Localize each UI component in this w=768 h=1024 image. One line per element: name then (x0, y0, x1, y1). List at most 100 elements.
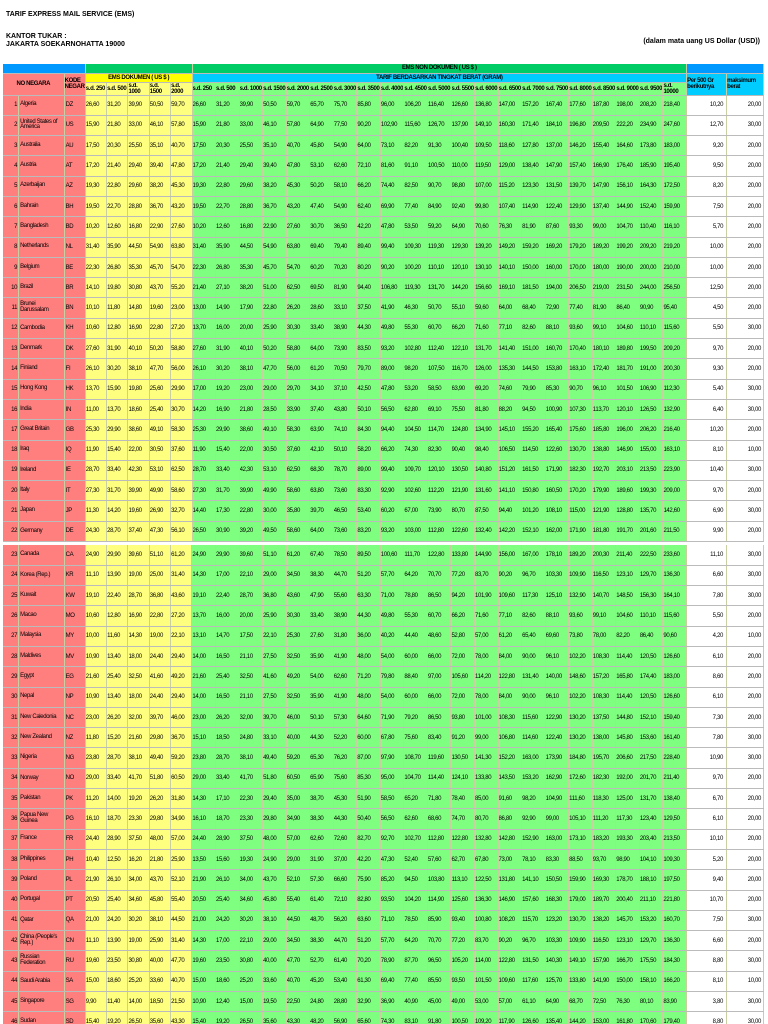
nondoc-rate-cell: 31,80 (333, 626, 358, 647)
nondoc-rate-cell: 65,40 (521, 626, 546, 647)
nondoc-rate-cell: 139,70 (568, 176, 593, 197)
nondoc-rate-cell: 60,70 (427, 605, 452, 627)
doc-rate-cell: 37,50 (127, 829, 150, 850)
nondoc-rate-cell: 82,70 (356, 829, 381, 850)
doc-rate-cell: 30,80 (127, 277, 150, 299)
doc-rate-cell: 37,40 (127, 521, 150, 543)
nondoc-rate-cell: 85,90 (427, 910, 452, 932)
nondoc-rate-cell: 102,20 (568, 646, 593, 668)
nondoc-rate-cell: 70,20 (333, 257, 358, 279)
nondoc-rate-cell: 60,00 (356, 727, 381, 749)
nondoc-rate-cell: 44,70 (333, 930, 358, 952)
doc-rate-cell: 26,90 (149, 500, 172, 522)
nondoc-rate-cell: 92,90 (380, 480, 405, 502)
nondoc-rate-cell: 94,40 (498, 500, 523, 522)
nondoc-rate-cell: 164,10 (662, 585, 687, 607)
doc-rate-cell: 29,90 (106, 545, 129, 566)
doc-rate-cell: 32,00 (127, 707, 150, 729)
nondoc-rate-cell: 158,10 (639, 971, 664, 993)
nondoc-rate-cell: 105,10 (568, 808, 593, 830)
doc-rate-cell: 35,10 (149, 135, 172, 157)
doc-rate-cell: 29,40 (170, 646, 193, 668)
nondoc-rate-cell: 34,10 (309, 379, 334, 400)
country-code: AU (64, 135, 86, 157)
table-row: 46 Sudan SD 15,40 19,20 26,50 35,60 43,30 15,40 1… (3, 1011, 765, 1024)
doc-rate-cell: 13,70 (85, 379, 108, 400)
nondoc-rate-cell: 116,70 (451, 358, 476, 380)
nondoc-rate-cell: 17,00 (192, 379, 217, 400)
nondoc-rate-cell: 27,50 (262, 687, 287, 708)
nondoc-rate-cell: 50,10 (309, 707, 334, 729)
nondoc-rate-cell: 31,90 (215, 338, 240, 360)
max-weight-cell: 30,00 (726, 399, 764, 421)
doc-rate-cell: 58,80 (170, 338, 193, 360)
nondoc-rate-cell: 50,70 (427, 297, 452, 319)
table-row: 43 Russian Federation RU 19,60 23,50 30,80 40,… (3, 950, 765, 972)
nondoc-rate-cell: 164,30 (639, 176, 664, 197)
nondoc-rate-cell: 42,50 (356, 379, 381, 400)
nondoc-rate-cell: 45,80 (309, 135, 334, 157)
nondoc-rate-cell: 222,50 (639, 545, 664, 566)
nondoc-rate-cell: 64,20 (403, 930, 428, 952)
nondoc-rate-cell: 131,60 (474, 480, 499, 502)
nondoc-rate-cell: 125,00 (615, 788, 640, 810)
nondoc-rate-cell: 174,40 (639, 666, 664, 688)
nondoc-rate-cell: 20,30 (215, 135, 240, 157)
nondoc-rate-cell: 209,20 (662, 338, 688, 360)
doc-rate-cell: 34,60 (127, 890, 150, 911)
nondoc-rate-cell: 32,50 (239, 666, 264, 688)
nondoc-rate-cell: 93,50 (450, 971, 475, 993)
nondoc-rate-cell: 112,20 (427, 480, 452, 502)
nondoc-rate-cell: 117,30 (615, 808, 640, 830)
nondoc-rate-cell: 29,40 (239, 155, 264, 177)
nondoc-rate-cell: 144,50 (521, 358, 546, 380)
doc-rate-cell: 47,70 (170, 950, 193, 972)
nondoc-rate-cell: 109,50 (474, 135, 499, 157)
doc-rate-cell: 15,40 (85, 1011, 108, 1024)
table-row: 18 Iraq IQ 11,90 15,40 22,00 30,50 37,60 11,90 15… (3, 440, 764, 461)
nondoc-rate-cell: 60,00 (403, 687, 428, 708)
per500-rate-cell: 6,40 (686, 399, 728, 421)
doc-rate-cell: 31,70 (106, 480, 129, 502)
nondoc-rate-cell: 109,90 (568, 565, 593, 587)
doc-rate-cell: 43,20 (170, 196, 193, 218)
nondoc-rate-cell: 93,70 (592, 849, 617, 871)
nondoc-rate-cell: 106,90 (639, 379, 664, 400)
nondoc-rate-cell: 24,90 (191, 545, 216, 566)
nondoc-rate-cell: 46,00 (286, 707, 311, 729)
country-code: CA (64, 545, 86, 566)
nondoc-rate-cell: 22,80 (262, 297, 287, 319)
nondoc-rate-cell: 107,30 (568, 399, 593, 421)
nondoc-weight-header: s.d. 7500 (545, 82, 570, 96)
doc-rate-cell: 61,20 (170, 545, 193, 566)
nondoc-rate-cell: 25,90 (262, 318, 287, 340)
max-weight-header: maksimum berat (726, 73, 764, 96)
doc-rate-cell: 13,90 (106, 930, 129, 952)
nondoc-rate-cell: 58,20 (356, 440, 381, 461)
max-weight-cell: 30,00 (726, 379, 764, 400)
doc-rate-cell: 29,40 (127, 155, 150, 177)
doc-rate-cell: 29,90 (106, 419, 129, 441)
doc-rate-cell: 25,60 (149, 379, 172, 400)
nondoc-rate-cell: 18,70 (215, 808, 240, 830)
nondoc-rate-cell: 46,50 (333, 500, 358, 522)
nondoc-rate-cell: 71,90 (380, 707, 405, 729)
country-code: DE (64, 521, 86, 543)
nondoc-rate-cell: 146,20 (568, 135, 593, 157)
doc-rate-cell: 13,70 (106, 399, 129, 421)
nondoc-weight-header: s.d. 2500 (309, 82, 334, 96)
nondoc-rate-cell: 14,20 (192, 399, 217, 421)
nondoc-rate-cell: 17,50 (192, 135, 217, 157)
row-number: 18 (3, 440, 20, 461)
doc-rate-cell: 23,80 (85, 747, 108, 769)
nondoc-rate-cell: 80,20 (356, 257, 381, 279)
nondoc-rate-cell: 27,60 (286, 216, 311, 238)
doc-rate-cell: 14,20 (106, 500, 129, 522)
nondoc-rate-cell: 120,10 (615, 399, 640, 421)
nondoc-rate-cell: 69,50 (309, 277, 334, 299)
per500-rate-cell: 6,60 (686, 930, 727, 952)
country-code: PG (64, 808, 86, 830)
nondoc-rate-cell: 106,80 (380, 277, 405, 299)
country-name: Qatar (18, 910, 65, 932)
max-weight-cell: 20,00 (726, 646, 765, 668)
